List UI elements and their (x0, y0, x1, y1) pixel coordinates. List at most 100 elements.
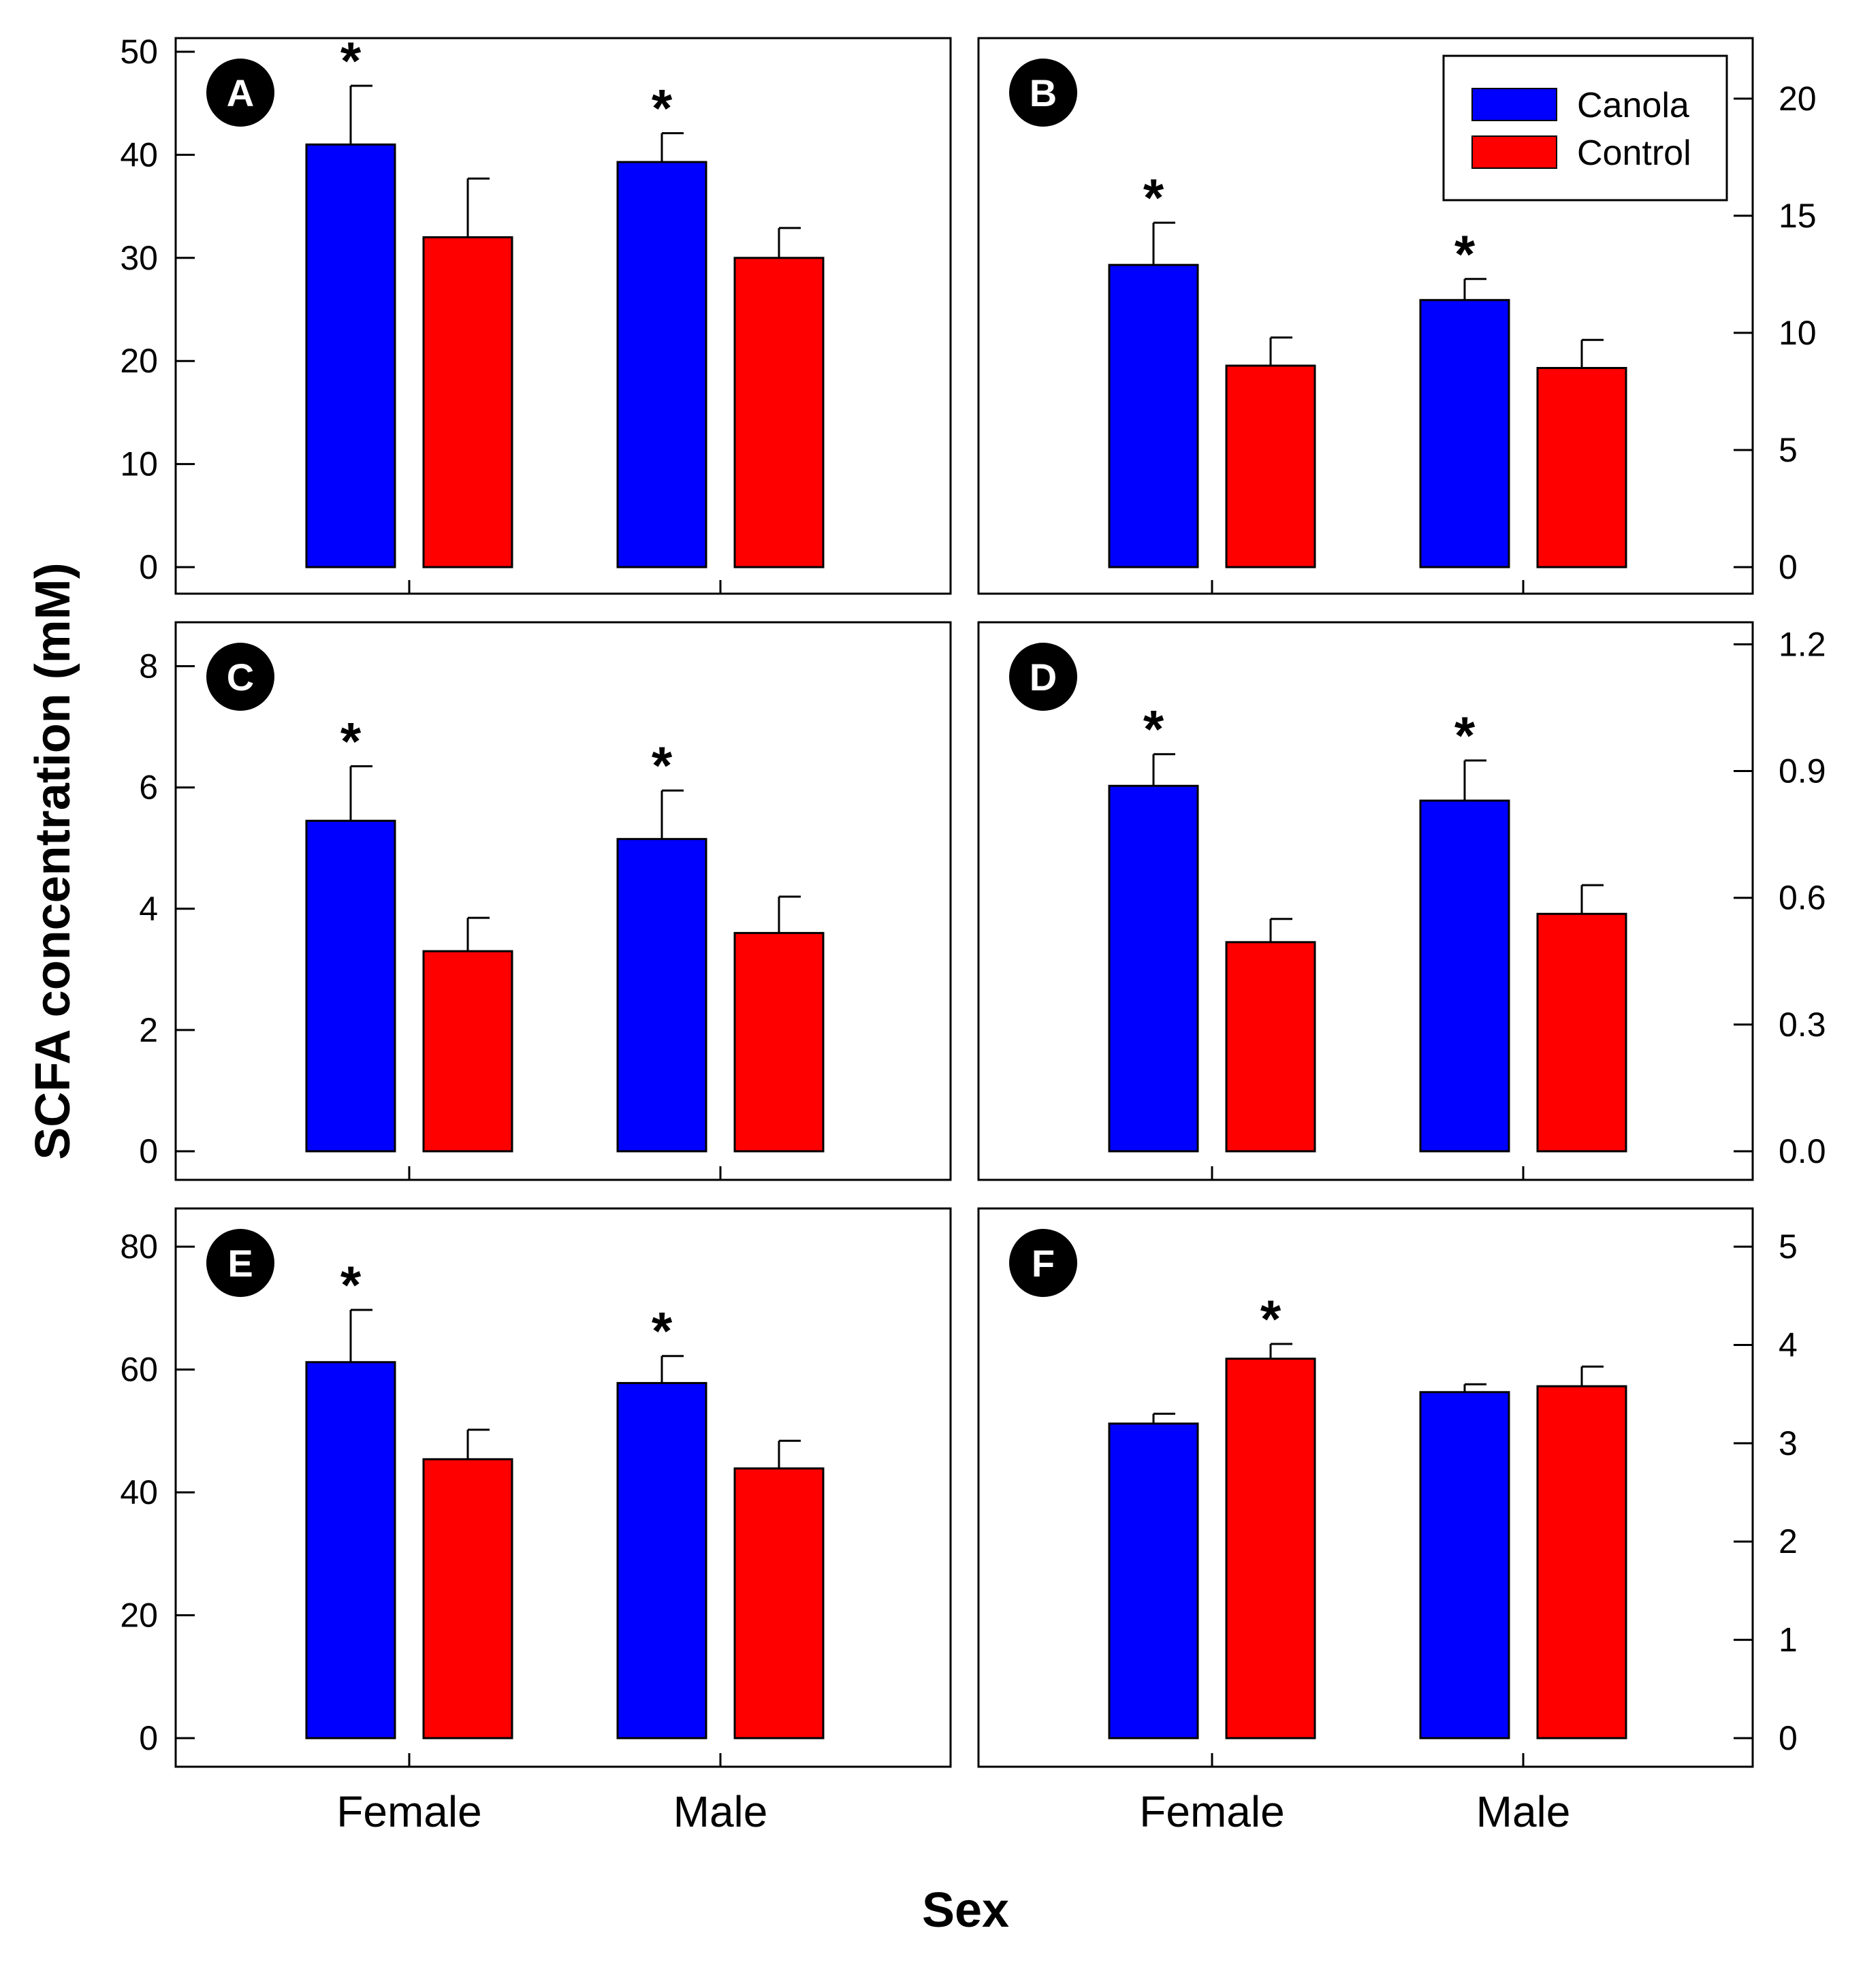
panel-e-frame (174, 1207, 952, 1768)
panel-f: 0 1 2 3 4 5 Female * Male F (977, 1207, 1798, 1836)
panel-c-ytick-label: 0 (139, 1132, 158, 1170)
panel-a: 0 10 20 30 40 50 * * A (120, 31, 952, 595)
panel-c-badge (206, 643, 274, 711)
panel-f-significance-star: * (1260, 1289, 1281, 1349)
panel-f-frame (977, 1207, 1754, 1768)
x-axis-title: Sex (922, 1883, 1009, 1938)
panel-d-bar-canola (1108, 784, 1199, 1153)
panel-d-bar-canola (1419, 799, 1510, 1153)
panel-f-bar-canola (1419, 1391, 1510, 1740)
panel-a-bar-control (733, 257, 825, 568)
panel-b-ytick-label: 10 (1779, 314, 1817, 352)
panel-a-ytick-label: 40 (120, 135, 158, 174)
panel-d-label: D (1030, 656, 1057, 699)
panel-f-bar-control (1225, 1358, 1316, 1740)
panel-a-ytick-label: 30 (120, 239, 158, 277)
panel-e-significance-star: * (652, 1301, 673, 1361)
panel-a-ytick-label: 10 (120, 445, 158, 483)
panel-c-bar-canola (305, 820, 396, 1153)
panel-e-significance-star: * (340, 1255, 362, 1315)
panel-d-significance-star: * (1143, 699, 1164, 759)
panel-f-ytick-label: 3 (1779, 1424, 1798, 1462)
panel-a-significance-star: * (340, 31, 362, 91)
panel-e-ytick-label: 0 (139, 1719, 158, 1757)
legend-label-canola: Canola (1577, 86, 1689, 125)
panel-c: 0 2 4 6 8 * * C (139, 621, 952, 1181)
panel-e-bar-canola (305, 1361, 396, 1740)
panel-f-ytick-label: 4 (1779, 1326, 1798, 1364)
panel-e-label: E (227, 1242, 253, 1285)
y-axis-title: SCFA concentration (mM) (26, 562, 80, 1159)
panel-e-bar-control (422, 1458, 513, 1740)
panel-a-ytick-label: 20 (120, 342, 158, 380)
panel-b-badge (1009, 59, 1077, 127)
panel-f-ytick-label: 5 (1779, 1228, 1798, 1266)
panel-a-badge (206, 59, 274, 127)
panel-b-significance-star: * (1454, 224, 1476, 284)
panel-b-significance-star: * (1143, 167, 1164, 227)
panel-b-bar-canola (1108, 263, 1199, 568)
panel-e-category-label: Female (336, 1787, 481, 1836)
panel-a-ytick-label: 0 (139, 548, 158, 586)
panel-c-ytick-label: 4 (139, 890, 158, 928)
panel-d-ytick-label: 1.2 (1779, 625, 1826, 663)
panel-f-label: F (1032, 1242, 1055, 1285)
panel-e-badge (206, 1229, 274, 1297)
panel-b: 0 5 10 15 20 * * B (977, 37, 1817, 595)
panel-d-significance-star: * (1454, 705, 1476, 765)
panel-f-bar-canola (1108, 1422, 1199, 1740)
panel-c-bar-control (422, 950, 513, 1153)
panel-f-category-label: Female (1139, 1787, 1284, 1836)
panel-b-ytick-label: 15 (1779, 197, 1817, 235)
panel-a-frame (174, 37, 952, 595)
panel-a-bar-control (422, 236, 513, 568)
panel-f-bar-control (1536, 1385, 1627, 1740)
panel-b-bar-control (1536, 367, 1627, 568)
panel-f-ytick-label: 2 (1779, 1522, 1798, 1560)
panel-d: 0.0 0.3 0.6 0.9 1.2 * * D (977, 621, 1826, 1181)
panel-c-label: C (227, 656, 254, 699)
panel-d-ytick-label: 0.0 (1779, 1132, 1826, 1170)
panel-c-bar-control (733, 931, 825, 1153)
panel-b-bar-control (1225, 364, 1316, 568)
panel-e-ytick-label: 40 (120, 1473, 158, 1511)
panel-c-significance-star: * (340, 711, 362, 771)
panel-b-bar-canola (1419, 299, 1510, 568)
panel-b-label: B (1030, 71, 1057, 114)
panel-e-ytick-label: 80 (120, 1228, 158, 1266)
legend: Canola Control (1442, 54, 1728, 202)
panel-d-ytick-label: 0.3 (1779, 1006, 1826, 1044)
panel-f-badge (1009, 1229, 1077, 1297)
panel-a-bar-canola (305, 143, 396, 568)
panel-e-bar-canola (616, 1381, 707, 1740)
panel-d-badge (1009, 643, 1077, 711)
legend-swatch-control (1471, 135, 1557, 169)
panel-c-bar-canola (616, 837, 707, 1153)
panel-a-ytick-label: 50 (120, 33, 158, 71)
panel-a-significance-star: * (652, 78, 673, 138)
panel-e-ytick-label: 20 (120, 1597, 158, 1635)
panel-d-ytick-label: 0.9 (1779, 752, 1826, 790)
panel-b-ytick-label: 5 (1779, 431, 1798, 469)
panel-b-ytick-label: 20 (1779, 80, 1817, 118)
panel-d-frame (977, 621, 1754, 1181)
panel-d-ytick-label: 0.6 (1779, 879, 1826, 917)
panel-e-ytick-label: 60 (120, 1351, 158, 1389)
panel-e: 0 20 40 60 80 Female * Male * E (120, 1207, 952, 1836)
panel-c-significance-star: * (652, 735, 673, 795)
panel-c-frame (174, 621, 952, 1181)
panel-a-label: A (227, 71, 254, 114)
panel-d-bar-control (1225, 941, 1316, 1153)
panel-f-ytick-label: 0 (1779, 1719, 1798, 1757)
legend-box (1442, 54, 1728, 202)
panel-f-ytick-label: 1 (1779, 1621, 1798, 1659)
panel-c-ytick-label: 6 (139, 769, 158, 807)
panel-c-ytick-label: 2 (139, 1011, 158, 1049)
panel-f-category-label: Male (1476, 1787, 1571, 1836)
panel-d-bar-control (1536, 912, 1627, 1153)
legend-swatch-canola (1471, 88, 1557, 121)
legend-label-control: Control (1577, 133, 1691, 173)
panel-b-ytick-label: 0 (1779, 548, 1798, 586)
